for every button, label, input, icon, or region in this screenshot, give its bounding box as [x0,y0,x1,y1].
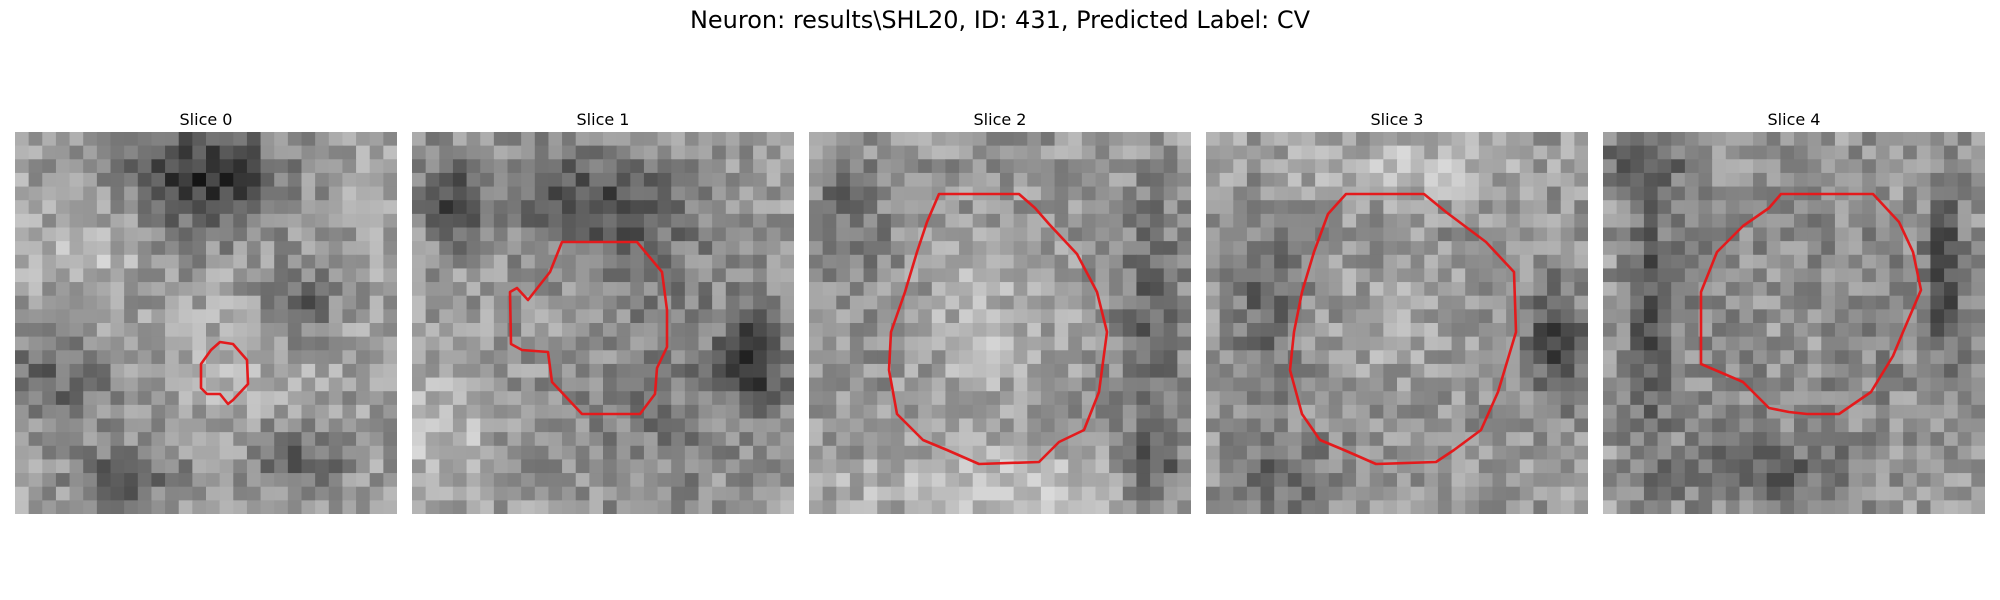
slice-title: Slice 4 [1767,110,1821,129]
slice-panel-0: Slice 0 [15,108,397,514]
slice-panel-4: Slice 4 [1603,108,1985,514]
slice-title: Slice 0 [179,110,233,129]
segmentation-contour [199,340,250,406]
slice-panel-1: Slice 1 [412,108,794,514]
slice-title: Slice 3 [1370,110,1424,129]
slice-image [809,132,1191,514]
slice-title: Slice 2 [973,110,1027,129]
slice-image [412,132,794,514]
slice-image [1603,132,1985,514]
slice-panel-2: Slice 2 [809,108,1191,514]
figure-title: Neuron: results\SHL20, ID: 431, Predicte… [689,6,1311,34]
segmentation-contour [1699,192,1923,416]
segmentation-contour [887,192,1109,466]
slice-panel-3: Slice 3 [1206,108,1588,514]
segmentation-contour [1288,192,1518,466]
slice-title: Slice 1 [576,110,630,129]
slice-image [1206,132,1588,514]
slice-image [15,132,397,514]
segmentation-contour [508,240,669,416]
